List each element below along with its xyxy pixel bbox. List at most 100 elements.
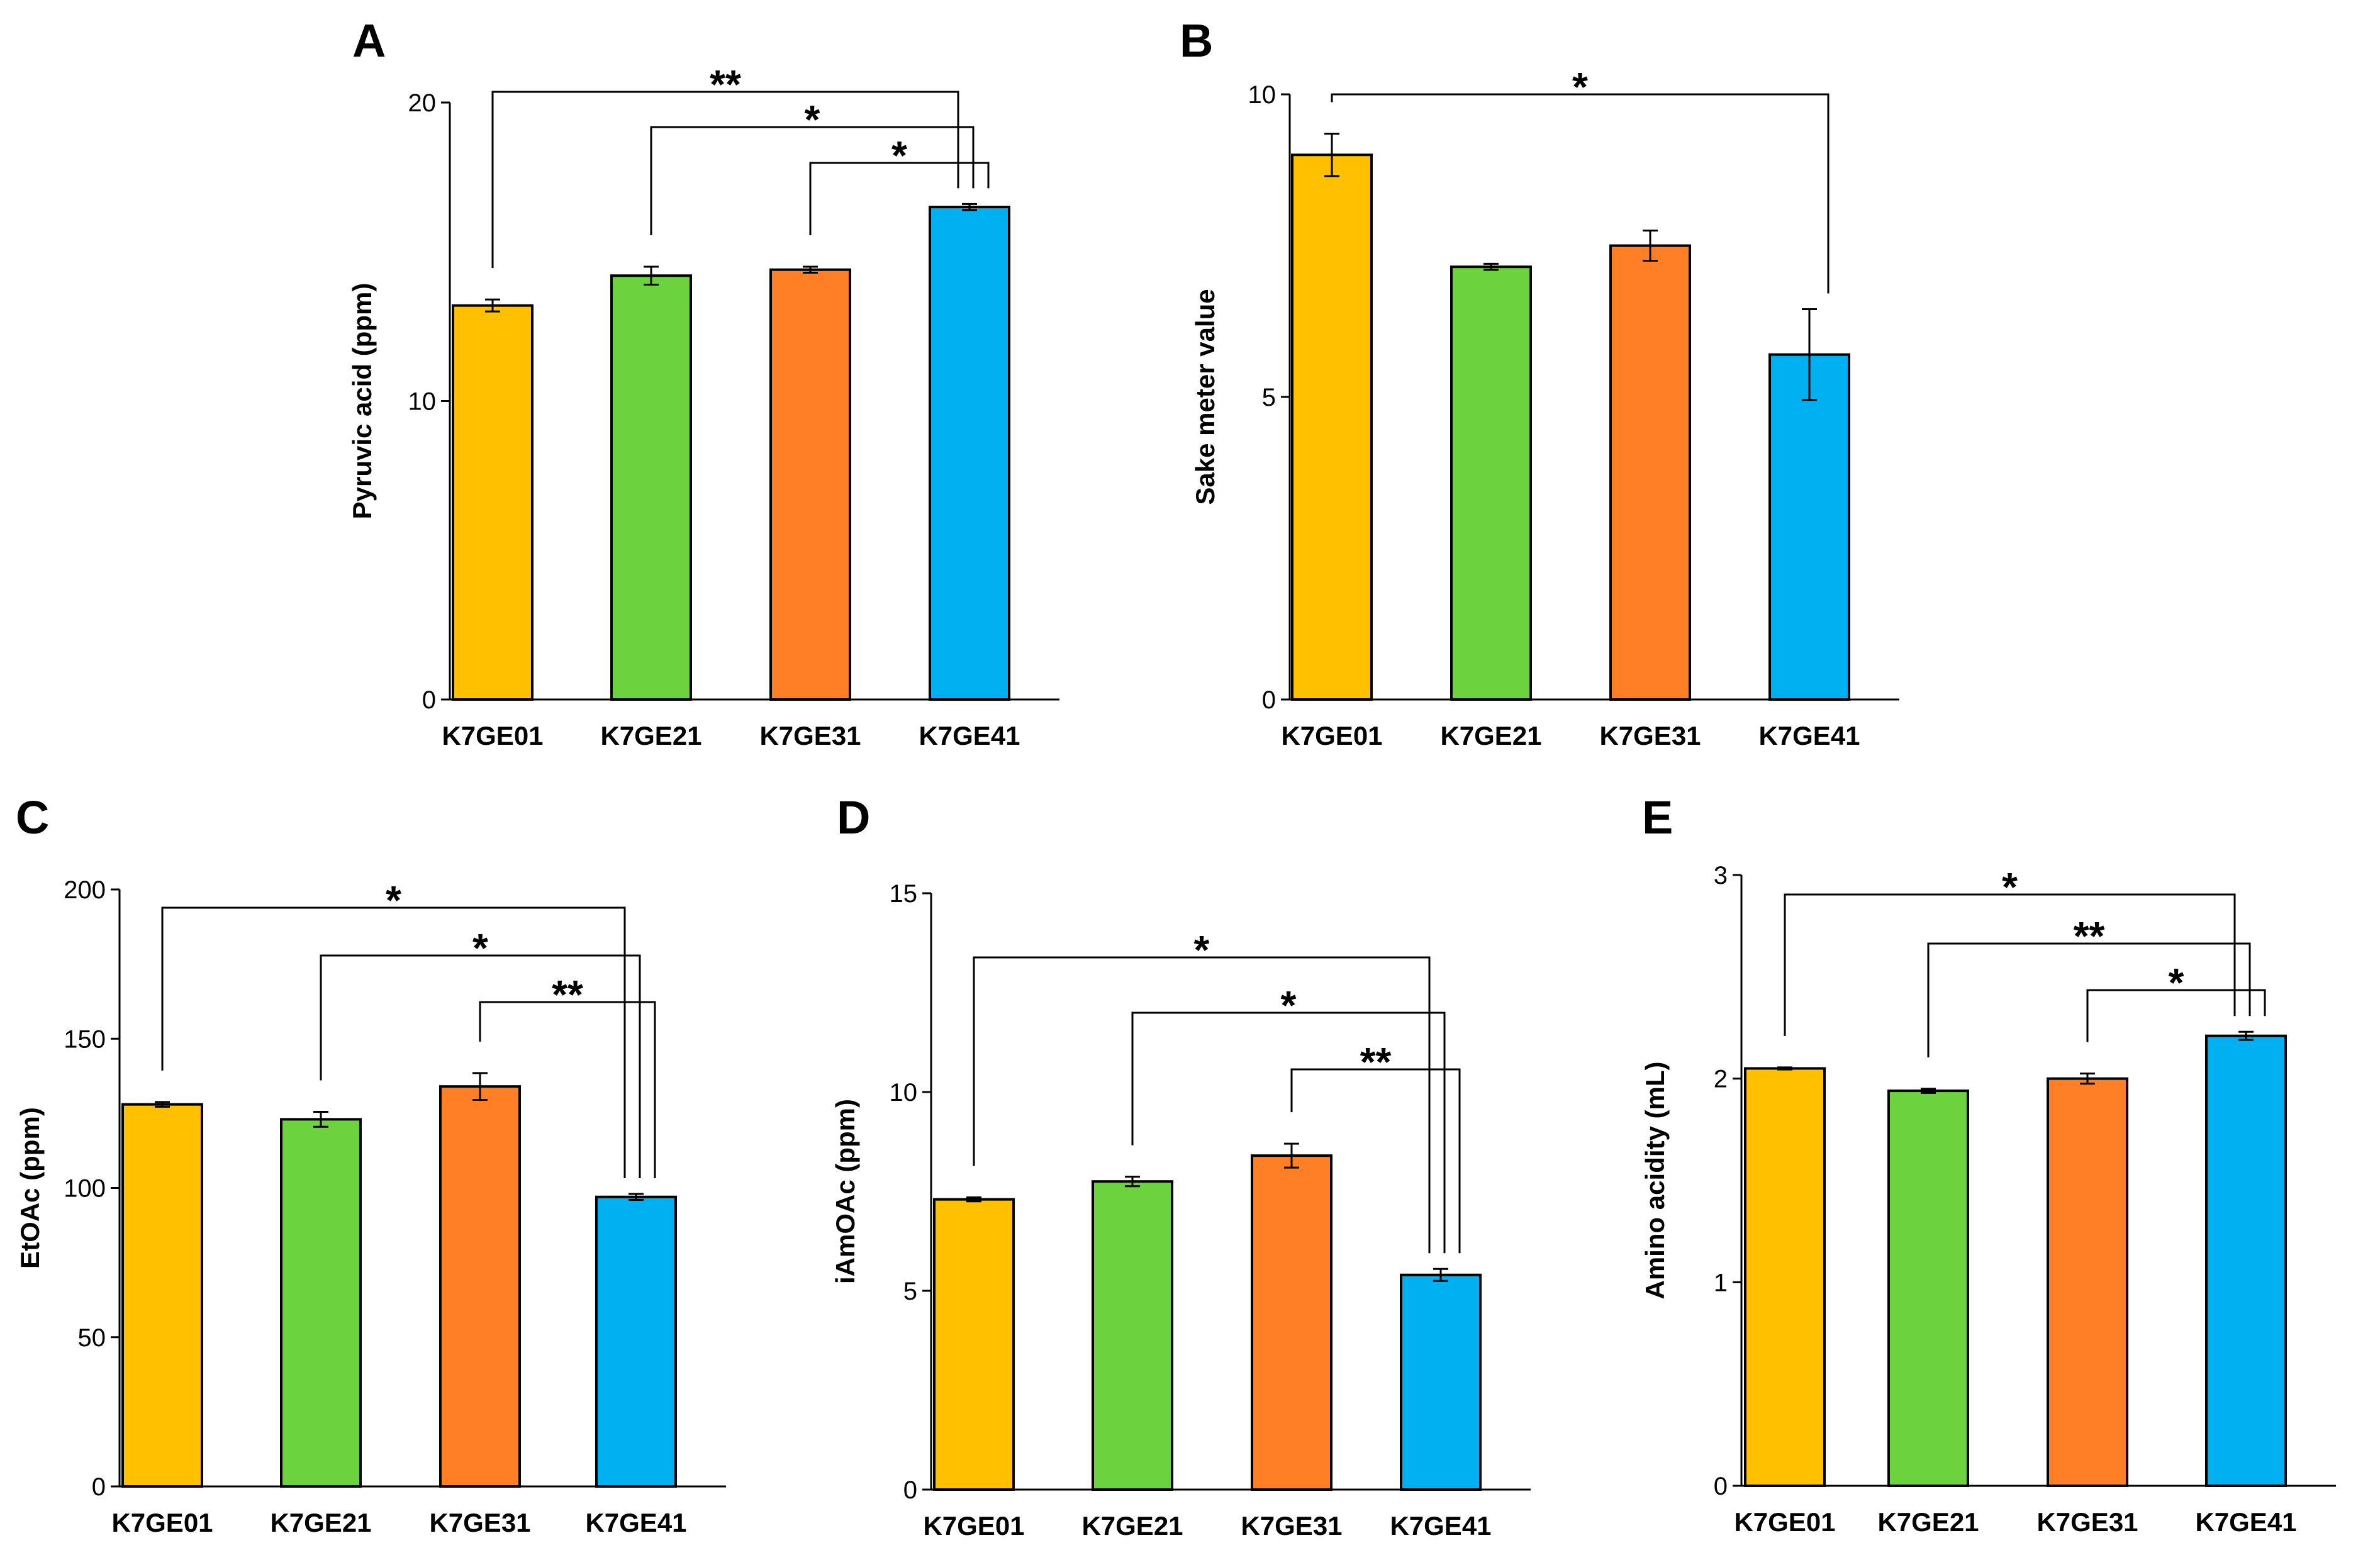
y-axis-label: Sake meter value	[1190, 289, 1220, 504]
error-bar	[1433, 1268, 1448, 1282]
error-bar	[2238, 1030, 2254, 1041]
significance-bracket: *	[973, 927, 1431, 1254]
error-bar	[1284, 1142, 1299, 1169]
significance-label: **	[710, 62, 741, 107]
y-tick-label: 10	[1248, 81, 1277, 109]
x-tick-label: K7GE21	[1081, 1511, 1183, 1541]
x-tick-label: K7GE01	[1281, 721, 1382, 750]
error-bar	[485, 298, 500, 313]
bar-k7ge41	[595, 1195, 677, 1488]
error-bar	[313, 1111, 328, 1128]
significance-label: *	[891, 133, 907, 178]
panel-letter: E	[1642, 791, 1673, 844]
y-tick-label: 5	[1262, 384, 1276, 411]
error-bar	[1777, 1066, 1792, 1071]
bar-k7ge01	[121, 1103, 203, 1488]
y-tick-label: 0	[1714, 1473, 1728, 1500]
x-tick-label: K7GE31	[1241, 1511, 1342, 1541]
bar-k7ge41	[2205, 1034, 2287, 1487]
significance-bracket: *	[1131, 983, 1446, 1254]
bar-k7ge21	[1092, 1180, 1173, 1491]
y-tick-label: 10	[408, 388, 437, 416]
significance-label: *	[386, 878, 401, 923]
significance-bracket: *	[161, 878, 626, 1178]
significance-label: *	[805, 97, 820, 142]
significance-label: *	[472, 925, 488, 971]
significance-label: *	[2169, 960, 2184, 1005]
x-tick-label: K7GE01	[923, 1511, 1024, 1541]
panel-d: D 0 5 10 15 iAmOAc (ppm) K7GE01 K7GE21 K7GE31 K7G…	[830, 791, 1531, 1541]
y-tick-label: 1	[1714, 1269, 1728, 1296]
bar-k7ge01	[1744, 1067, 1826, 1487]
significance-label: *	[1281, 983, 1297, 1028]
bar-k7ge21	[610, 274, 692, 701]
error-bar	[962, 203, 977, 211]
bar-k7ge31	[769, 268, 851, 701]
error-bar	[1125, 1176, 1140, 1188]
bar-k7ge01	[933, 1198, 1015, 1491]
significance-bracket: *	[1331, 64, 1830, 294]
y-tick-label: 5	[903, 1278, 917, 1305]
y-tick-label: 2	[1714, 1066, 1728, 1093]
error-bar	[1483, 262, 1499, 271]
x-tick-label: K7GE41	[1390, 1511, 1491, 1541]
bar-k7ge31	[1251, 1154, 1332, 1491]
panel-e: E 0 1 2 3 Amino acidity (mL) K7GE01 K7GE21 K7GE3…	[1640, 791, 2336, 1537]
x-tick-label: K7GE01	[1734, 1507, 1835, 1537]
panel-b: B 0 5 10 Sake meter value K7GE01 K7GE21 K7GE31 K…	[1180, 14, 1899, 750]
significance-bracket: **	[1927, 913, 2251, 1057]
x-tick-label: K7GE21	[1440, 721, 1541, 750]
y-tick-label: 0	[1262, 686, 1276, 714]
significance-bracket: **	[491, 62, 959, 269]
y-tick-label: 10	[890, 1079, 918, 1106]
bar-k7ge01	[1291, 153, 1373, 701]
error-bar	[2080, 1073, 2095, 1085]
y-axis-label: Amino acidity (mL)	[1640, 1061, 1670, 1299]
significance-label: *	[1572, 64, 1588, 109]
significance-label: **	[2074, 913, 2105, 959]
bar-k7ge41	[1768, 353, 1850, 701]
x-tick-label: K7GE21	[270, 1508, 371, 1537]
bar-k7ge41	[1400, 1273, 1482, 1491]
error-bar	[472, 1072, 488, 1101]
x-tick-label: K7GE31	[1599, 721, 1701, 750]
panel-letter: D	[837, 791, 870, 844]
x-tick-label: K7GE41	[919, 721, 1020, 750]
panel-a: A 0 10 20 Pyruvic acid (ppm) K7GE01 K7GE21 K7GE…	[347, 14, 1059, 750]
error-bar	[1921, 1088, 1936, 1094]
x-tick-label: K7GE41	[585, 1508, 686, 1537]
x-tick-label: K7GE01	[111, 1508, 213, 1537]
significance-bracket: *	[809, 133, 990, 235]
error-bar	[644, 265, 659, 286]
y-tick-label: 0	[903, 1476, 917, 1504]
y-axis-label: EtOAc (ppm)	[15, 1107, 45, 1269]
significance-label: **	[552, 972, 583, 1017]
significance-bracket: *	[1784, 864, 2236, 1036]
bar-k7ge31	[2047, 1077, 2128, 1487]
bar-k7ge21	[280, 1118, 362, 1488]
significance-bracket: *	[320, 925, 641, 1178]
y-tick-label: 0	[422, 686, 436, 714]
significance-bracket: *	[2086, 960, 2266, 1042]
y-tick-label: 200	[64, 876, 106, 904]
bar-k7ge41	[929, 206, 1010, 701]
x-tick-label: K7GE41	[2195, 1507, 2296, 1537]
panel-letter: C	[16, 791, 49, 844]
bar-k7ge21	[1450, 265, 1532, 701]
y-tick-label: 15	[890, 880, 918, 908]
significance-label: *	[1194, 927, 1210, 973]
significance-bracket: **	[479, 972, 656, 1178]
significance-bracket: *	[650, 97, 975, 235]
x-tick-label: K7GE01	[442, 721, 543, 750]
bar-k7ge01	[452, 304, 534, 701]
error-bar	[1802, 308, 1817, 401]
error-bar	[155, 1101, 170, 1108]
y-axis-label: Pyruvic acid (ppm)	[347, 283, 377, 520]
bar-k7ge31	[439, 1085, 521, 1488]
significance-label: **	[1360, 1039, 1392, 1084]
error-bar	[966, 1196, 981, 1203]
error-bar	[803, 265, 818, 274]
x-tick-label: K7GE21	[600, 721, 701, 750]
significance-label: *	[2002, 864, 2018, 910]
